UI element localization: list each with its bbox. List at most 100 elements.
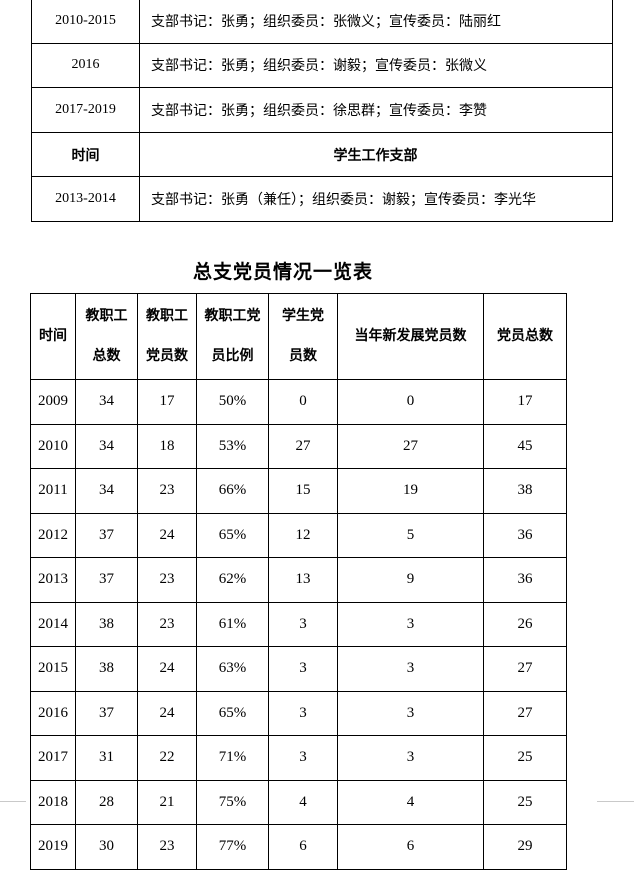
year-cell: 2012 (30, 512, 76, 558)
value-cell: 13 (268, 557, 338, 603)
value-cell: 22 (137, 735, 197, 781)
value-cell: 0 (337, 379, 484, 425)
value-cell: 27 (483, 690, 567, 736)
value-cell: 23 (137, 557, 197, 603)
year-cell: 2011 (30, 468, 76, 514)
members-data-row: 2012 37 24 65% 12 5 36 (30, 512, 567, 558)
year-cell: 2010 (30, 423, 76, 469)
members-header-cell: 教职工党 员比例 (196, 293, 269, 380)
members-header-cell: 当年新发展党员数 (337, 293, 484, 380)
members-header-cell: 党员总数 (483, 293, 567, 380)
members-data-row: 2009 34 17 50% 0 0 17 (30, 379, 567, 425)
members-header-cell: 教职工 党员数 (137, 293, 197, 380)
value-cell: 23 (137, 601, 197, 647)
value-cell: 12 (268, 512, 338, 558)
year-cell: 2014 (30, 601, 76, 647)
value-cell: 36 (483, 512, 567, 558)
value-cell: 65% (196, 690, 269, 736)
period-cell: 2010-2015 (31, 0, 140, 44)
value-cell: 21 (137, 779, 197, 825)
value-cell: 27 (483, 646, 567, 692)
value-cell: 6 (337, 824, 484, 870)
members-data-row: 2018 28 21 75% 4 4 25 (30, 779, 567, 825)
branch-table-body: 2010-2015 支部书记：张勇；组织委员：张微义；宣传委员：陆丽红 2016 支部… (31, 0, 613, 222)
members-data-row: 2011 34 23 66% 15 19 38 (30, 468, 567, 514)
members-header-cell: 时间 (30, 293, 76, 380)
value-cell: 50% (196, 379, 269, 425)
members-data-row: 2015 38 24 63% 3 3 27 (30, 646, 567, 692)
year-cell: 2013 (30, 557, 76, 603)
value-cell: 34 (75, 379, 138, 425)
period-cell: 2017-2019 (31, 87, 140, 133)
branch-table-row: 时间 学生工作支部 (31, 131, 613, 178)
value-cell: 19 (337, 468, 484, 514)
branch-table-row: 2016 支部书记：张勇；组织委员：谢毅；宣传委员：张微义 (31, 42, 613, 89)
members-header-cell: 教职工 总数 (75, 293, 138, 380)
value-cell: 36 (483, 557, 567, 603)
value-cell: 63% (196, 646, 269, 692)
value-cell: 25 (483, 735, 567, 781)
value-cell: 31 (75, 735, 138, 781)
branch-history-table: 2010-2015 支部书记：张勇；组织委员：张微义；宣传委员：陆丽红 2016 支部… (31, 0, 613, 222)
committee-detail-cell: 支部书记：张勇（兼任）；组织委员：谢毅；宣传委员：李光华 (139, 176, 613, 222)
value-cell: 27 (337, 423, 484, 469)
value-cell: 17 (483, 379, 567, 425)
value-cell: 30 (75, 824, 138, 870)
members-data-row: 2016 37 24 65% 3 3 27 (30, 690, 567, 736)
value-cell: 3 (337, 601, 484, 647)
value-cell: 38 (75, 646, 138, 692)
year-cell: 2009 (30, 379, 76, 425)
branch-table-row: 2010-2015 支部书记：张勇；组织委员：张微义；宣传委员：陆丽红 (31, 0, 613, 44)
committee-detail-cell: 支部书记：张勇；组织委员：张微义；宣传委员：陆丽红 (139, 0, 613, 44)
branch-table-row: 2017-2019 支部书记：张勇；组织委员：徐思群；宣传委员：李赞 (31, 87, 613, 133)
committee-detail-cell: 支部书记：张勇；组织委员：谢毅；宣传委员：张微义 (139, 42, 613, 89)
value-cell: 24 (137, 646, 197, 692)
value-cell: 25 (483, 779, 567, 825)
value-cell: 26 (483, 601, 567, 647)
year-cell: 2019 (30, 824, 76, 870)
members-data-row: 2017 31 22 71% 3 3 25 (30, 735, 567, 781)
period-cell: 时间 (31, 131, 140, 178)
value-cell: 23 (137, 468, 197, 514)
value-cell: 18 (137, 423, 197, 469)
period-cell: 2016 (31, 42, 140, 89)
value-cell: 45 (483, 423, 567, 469)
value-cell: 28 (75, 779, 138, 825)
members-overview-table: 时间 教职工 总数 教职工 党员数 教职工党 员比例 学生党 员数 当年新发展党员数 党员总… (30, 293, 567, 870)
value-cell: 71% (196, 735, 269, 781)
committee-detail-cell: 支部书记：张勇；组织委员：徐思群；宣传委员：李赞 (139, 87, 613, 133)
section-title: 总支党员情况一览表 (192, 262, 373, 283)
value-cell: 37 (75, 690, 138, 736)
year-cell: 2015 (30, 646, 76, 692)
value-cell: 66% (196, 468, 269, 514)
value-cell: 29 (483, 824, 567, 870)
value-cell: 3 (337, 690, 484, 736)
value-cell: 38 (75, 601, 138, 647)
page-break-marker-right (597, 801, 634, 802)
year-cell: 2018 (30, 779, 76, 825)
page-break-marker-left (0, 801, 26, 802)
value-cell: 9 (337, 557, 484, 603)
value-cell: 61% (196, 601, 269, 647)
value-cell: 3 (268, 601, 338, 647)
branch-table-row: 2013-2014 支部书记：张勇（兼任）；组织委员：谢毅；宣传委员：李光华 (31, 176, 613, 222)
year-cell: 2016 (30, 690, 76, 736)
value-cell: 4 (268, 779, 338, 825)
value-cell: 37 (75, 512, 138, 558)
members-data-row: 2010 34 18 53% 27 27 45 (30, 423, 567, 469)
value-cell: 4 (337, 779, 484, 825)
value-cell: 5 (337, 512, 484, 558)
year-cell: 2017 (30, 735, 76, 781)
value-cell: 3 (337, 735, 484, 781)
value-cell: 3 (268, 646, 338, 692)
members-data-row: 2019 30 23 77% 6 6 29 (30, 824, 567, 870)
members-header-row: 时间 教职工 总数 教职工 党员数 教职工党 员比例 学生党 员数 当年新发展党员数 党员总… (30, 293, 567, 380)
value-cell: 3 (268, 735, 338, 781)
value-cell: 17 (137, 379, 197, 425)
members-data-row: 2013 37 23 62% 13 9 36 (30, 557, 567, 603)
value-cell: 15 (268, 468, 338, 514)
value-cell: 53% (196, 423, 269, 469)
value-cell: 77% (196, 824, 269, 870)
value-cell: 6 (268, 824, 338, 870)
value-cell: 27 (268, 423, 338, 469)
